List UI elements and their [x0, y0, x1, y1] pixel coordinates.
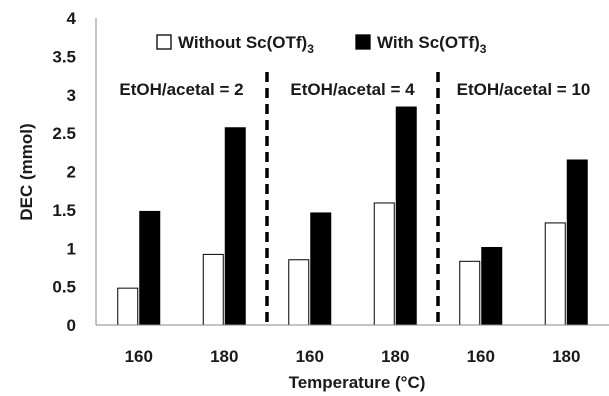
y-tick-label: 0 [67, 316, 76, 335]
y-tick-label: 3 [67, 86, 76, 105]
bar-with-2 [310, 212, 332, 326]
x-tick-label: 160 [296, 347, 324, 366]
group-label: EtOH/acetal = 10 [457, 80, 591, 99]
bar-with-4 [481, 246, 503, 326]
group-label: EtOH/acetal = 4 [290, 80, 415, 99]
bar-without-3 [373, 202, 395, 326]
bars [117, 106, 588, 326]
y-axis-title: DEC (mmol) [17, 123, 36, 220]
group-labels: EtOH/acetal = 2 EtOH/acetal = 4 EtOH/aceta… [119, 80, 590, 99]
bar-without-5 [544, 222, 566, 326]
legend-swatch-without [156, 34, 172, 50]
x-tick-label: 180 [381, 347, 409, 366]
x-tick-label: 180 [210, 347, 238, 366]
bar-with-0 [139, 210, 161, 326]
legend-swatch-with [355, 34, 371, 50]
y-axis-ticks: 0 0.5 1 1.5 2 2.5 3 3.5 4 [52, 9, 76, 335]
y-tick-label: 1 [67, 239, 76, 258]
legend-label-without: Without Sc(OTf)3 [178, 33, 314, 56]
bar-with-1 [224, 127, 246, 326]
x-axis-ticks: 160 180 160 180 160 180 [125, 347, 581, 366]
x-tick-label: 160 [125, 347, 153, 366]
bar-with-5 [566, 159, 588, 326]
legend: Without Sc(OTf)3 With Sc(OTf)3 [156, 33, 487, 56]
y-tick-label: 1.5 [52, 201, 76, 220]
y-tick-label: 4 [67, 9, 77, 28]
bar-without-0 [117, 287, 139, 326]
y-tick-label: 2.5 [52, 124, 76, 143]
bar-without-4 [459, 260, 481, 326]
group-dividers [265, 72, 440, 325]
bar-without-1 [202, 253, 224, 326]
bar-without-2 [288, 259, 310, 326]
bar-with-3 [395, 106, 417, 326]
x-tick-label: 160 [467, 347, 495, 366]
x-axis-title: Temperature (°C) [289, 373, 426, 392]
legend-label-with: With Sc(OTf)3 [377, 33, 487, 56]
y-tick-label: 3.5 [52, 47, 76, 66]
x-tick-label: 180 [552, 347, 580, 366]
y-tick-label: 0.5 [52, 278, 76, 297]
group-label: EtOH/acetal = 2 [119, 80, 243, 99]
y-tick-label: 2 [67, 163, 76, 182]
